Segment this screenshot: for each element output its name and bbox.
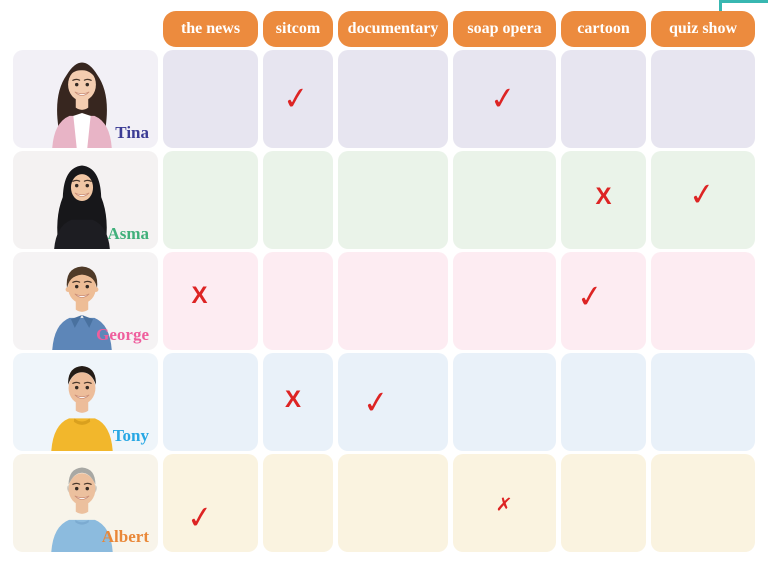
avatar-woman-hijab-icon: [54, 165, 110, 249]
frame-corner-accent: [719, 0, 768, 11]
header-spacer: [13, 11, 158, 47]
check-mark: ✓: [487, 79, 518, 118]
cell-tina-soap-opera[interactable]: ✓: [453, 50, 556, 148]
person-name-george: George: [96, 325, 149, 344]
cell-george-soap-opera[interactable]: [453, 252, 556, 350]
cell-tina-documentary[interactable]: [338, 50, 448, 148]
column-header-the-news[interactable]: the news: [163, 11, 258, 47]
cross-mark: X: [191, 282, 208, 309]
cell-tina-sitcom[interactable]: ✓: [263, 50, 333, 148]
cell-george-the-news[interactable]: X: [163, 252, 258, 350]
person-name-tony: Tony: [112, 426, 149, 445]
column-header-documentary[interactable]: documentary: [338, 11, 448, 47]
avatar-woman-long-hair-icon: [52, 62, 112, 148]
person-name-albert: Albert: [101, 527, 149, 546]
cell-tony-quiz-show[interactable]: [651, 353, 755, 451]
cell-asma-quiz-show[interactable]: ✓: [651, 151, 755, 249]
photo-albert: Albert: [13, 454, 158, 552]
cell-albert-the-news[interactable]: ✓: [163, 454, 258, 552]
cell-tina-cartoon[interactable]: [561, 50, 646, 148]
column-header-sitcom[interactable]: sitcom: [263, 11, 333, 47]
check-mark: ✓: [687, 175, 717, 214]
person-name-tina: Tina: [115, 123, 149, 142]
person-name-asma: Asma: [107, 224, 149, 243]
avatar-young-man-icon: [51, 366, 113, 451]
cell-asma-cartoon[interactable]: X: [561, 151, 646, 249]
column-header-soap-opera[interactable]: soap opera: [453, 11, 556, 47]
photo-tony: Tony: [13, 353, 158, 451]
cell-tina-quiz-show[interactable]: [651, 50, 755, 148]
cell-albert-soap-opera[interactable]: ✗: [453, 454, 556, 552]
check-mark: ✓: [574, 277, 605, 316]
cell-george-cartoon[interactable]: ✓: [561, 252, 646, 350]
cell-george-documentary[interactable]: [338, 252, 448, 350]
photo-george: George: [13, 252, 158, 350]
activity-grid: the news sitcom documentary soap opera carto…: [13, 11, 755, 552]
avatar-boy-short-hair-icon: [52, 266, 112, 350]
cell-tony-the-news[interactable]: [163, 353, 258, 451]
column-header-cartoon[interactable]: cartoon: [561, 11, 646, 47]
cell-tony-documentary[interactable]: ✓: [338, 353, 448, 451]
cell-albert-sitcom[interactable]: [263, 454, 333, 552]
cell-tony-soap-opera[interactable]: [453, 353, 556, 451]
cell-tina-the-news[interactable]: [163, 50, 258, 148]
cell-tony-cartoon[interactable]: [561, 353, 646, 451]
cross-mark: X: [595, 183, 612, 210]
cell-george-quiz-show[interactable]: [651, 252, 755, 350]
cell-albert-quiz-show[interactable]: [651, 454, 755, 552]
cell-tony-sitcom[interactable]: X: [263, 353, 333, 451]
check-mark: ✓: [184, 498, 215, 537]
check-mark: ✓: [281, 79, 311, 118]
cell-asma-sitcom[interactable]: [263, 151, 333, 249]
cell-asma-soap-opera[interactable]: [453, 151, 556, 249]
avatar-older-man-icon: [51, 467, 113, 552]
cell-albert-documentary[interactable]: [338, 454, 448, 552]
cross-mark: ✗: [494, 492, 513, 517]
cell-asma-the-news[interactable]: [163, 151, 258, 249]
cell-asma-documentary[interactable]: [338, 151, 448, 249]
photo-tina: Tina: [13, 50, 158, 148]
check-mark: ✓: [361, 383, 391, 422]
column-header-quiz-show[interactable]: quiz show: [651, 11, 755, 47]
cross-mark: X: [284, 386, 301, 413]
photo-asma: Asma: [13, 151, 158, 249]
cell-albert-cartoon[interactable]: [561, 454, 646, 552]
cell-george-sitcom[interactable]: [263, 252, 333, 350]
